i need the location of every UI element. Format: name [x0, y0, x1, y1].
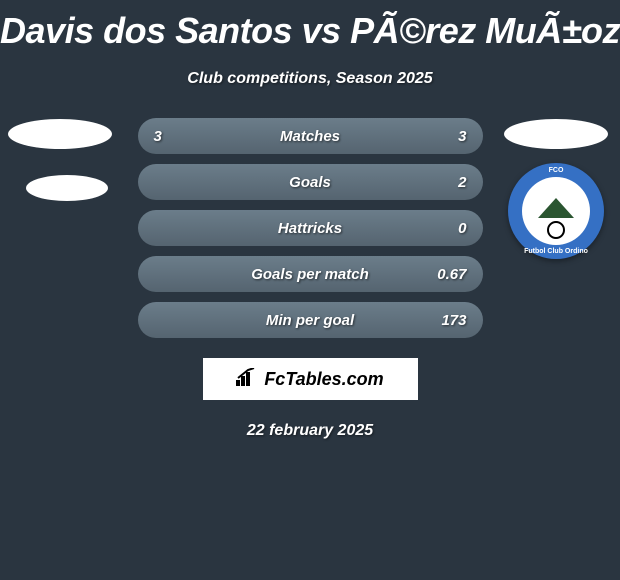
stat-label: Matches: [280, 128, 340, 145]
stat-right-value: 173: [427, 312, 467, 329]
date-text: 22 february 2025: [0, 422, 620, 440]
stat-label: Goals per match: [251, 266, 369, 283]
stat-row: Hattricks 0: [0, 210, 620, 246]
watermark: FcTables.com: [203, 358, 418, 400]
stat-right-value: 0: [427, 220, 467, 237]
page-title: Davis dos Santos vs PÃ©rez MuÃ±oz: [0, 0, 620, 52]
stats-container: 3 Matches 3 Goals 2 Hattricks 0 Goals pe…: [0, 118, 620, 338]
stat-bar-matches: 3 Matches 3: [138, 118, 483, 154]
stat-bar-goals: Goals 2: [138, 164, 483, 200]
stat-right-value: 0.67: [427, 266, 467, 283]
stat-right-value: 3: [427, 128, 467, 145]
subtitle: Club competitions, Season 2025: [0, 70, 620, 88]
stat-bar-min-per-goal: Min per goal 173: [138, 302, 483, 338]
watermark-text: FcTables.com: [264, 369, 383, 390]
stat-bar-hattricks: Hattricks 0: [138, 210, 483, 246]
stat-left-value: 3: [154, 128, 194, 145]
chart-icon: [236, 368, 258, 391]
stat-label: Hattricks: [278, 220, 342, 237]
stat-bar-goals-per-match: Goals per match 0.67: [138, 256, 483, 292]
stat-row: Goals 2: [0, 164, 620, 200]
stat-row: 3 Matches 3: [0, 118, 620, 154]
stat-right-value: 2: [427, 174, 467, 191]
stat-row: Goals per match 0.67: [0, 256, 620, 292]
stat-label: Goals: [289, 174, 331, 191]
stat-row: Min per goal 173: [0, 302, 620, 338]
stat-label: Min per goal: [266, 312, 354, 329]
